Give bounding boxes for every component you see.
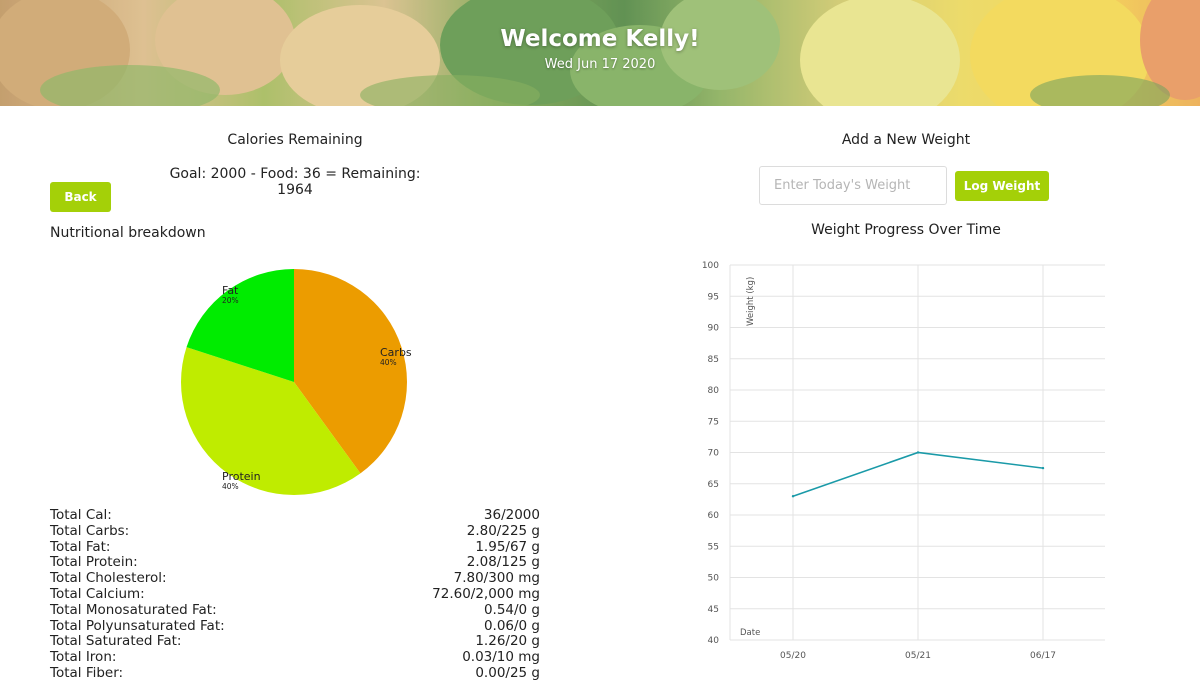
nutrition-value: 7.80/300 mg <box>453 570 540 587</box>
nutrition-value: 0.00/25 g <box>475 664 540 681</box>
pie-percent-protein: 40% <box>222 482 239 491</box>
x-tick-label: 05/21 <box>905 651 931 661</box>
banner-overlay <box>0 0 1200 106</box>
welcome-heading: Welcome Kelly! <box>500 26 700 52</box>
pie-slice-carbs <box>294 269 407 474</box>
y-tick-label: 40 <box>708 636 720 646</box>
nutrition-row: Total Fiber: 0.00/25 g <box>50 664 540 682</box>
x-tick-label: 06/17 <box>1030 651 1056 661</box>
nutrition-value: 0.03/10 mg <box>462 649 540 666</box>
nutrition-row: Total Calcium: 72.60/2,000 mg <box>50 585 540 603</box>
nutrition-label: Total Cholesterol: <box>50 570 167 587</box>
nutrition-value: 2.08/125 g <box>466 554 540 571</box>
y-tick-label: 45 <box>708 605 719 615</box>
nutrition-value: 72.60/2,000 mg <box>432 585 540 602</box>
weight-data-point <box>916 451 920 454</box>
y-tick-label: 80 <box>708 386 720 396</box>
nutrition-value: 1.95/67 g <box>475 538 540 555</box>
pie-percent-fat: 20% <box>222 296 239 305</box>
y-tick-label: 75 <box>708 417 719 427</box>
nutrition-row: Total Cholesterol: 7.80/300 mg <box>50 570 540 587</box>
y-tick-label: 55 <box>708 542 719 552</box>
pie-slice-fat <box>186 269 294 382</box>
nutrition-label: Total Fat: <box>50 538 111 555</box>
nutrition-row: Total Carbs: 2.80/225 g <box>50 522 540 540</box>
weight-input[interactable] <box>759 166 947 205</box>
y-tick-label: 100 <box>702 261 719 271</box>
pie-percent-carbs: 40% <box>380 358 397 367</box>
nutrition-label: Total Saturated Fat: <box>50 633 182 650</box>
nutrition-row: Total Fat: 1.95/67 g <box>50 538 540 556</box>
pie-label-protein: Protein <box>222 470 261 483</box>
y-tick-label: 85 <box>708 355 719 365</box>
nutrition-value: 0.54/0 g <box>483 601 540 618</box>
calories-remaining-title: Calories Remaining <box>227 132 363 148</box>
calories-summary: Goal: 2000 - Food: 36 = Remaining: 1964 <box>169 166 421 198</box>
vegetables-background-image <box>0 0 1200 106</box>
x-tick-label: 05/20 <box>780 651 806 661</box>
weight-data-point <box>791 495 795 498</box>
nutrition-label: Total Carbs: <box>50 522 130 539</box>
y-tick-label: 50 <box>708 574 720 584</box>
nutrition-label: Total Calcium: <box>50 585 145 602</box>
log-weight-button[interactable]: Log Weight <box>955 171 1049 201</box>
nutrition-value: 1.26/20 g <box>475 633 540 650</box>
nutrition-label: Total Fiber: <box>50 664 124 681</box>
current-date: Wed Jun 17 2020 <box>544 57 656 72</box>
pie-label-fat: Fat <box>222 284 239 297</box>
nutrition-row: Total Polyunsaturated Fat: 0.06/0 g <box>50 617 540 635</box>
nutrition-label: Total Protein: <box>50 554 138 571</box>
nutrition-value: 0.06/0 g <box>483 617 540 634</box>
y-tick-label: 60 <box>708 511 720 521</box>
add-weight-title: Add a New Weight <box>841 132 971 148</box>
weight-chart-title: Weight Progress Over Time <box>811 222 1001 238</box>
header-banner: Welcome Kelly! Wed Jun 17 2020 <box>0 0 1200 106</box>
nutritional-breakdown-title: Nutritional breakdown <box>50 225 206 241</box>
nutrition-value: 2.80/225 g <box>466 522 540 539</box>
y-tick-label: 65 <box>708 480 719 490</box>
nutrition-label: Total Iron: <box>50 649 117 666</box>
pie-label-carbs: Carbs <box>380 346 412 359</box>
weight-progress-chart: 100 95 90 85 80 75 70 65 60 55 50 45 40 05/20 05/21 06/… <box>702 261 1105 661</box>
nutrition-row: Total Saturated Fat: 1.26/20 g <box>50 634 540 650</box>
nutrition-row: Total Cal: 36/2000 <box>50 507 540 524</box>
weight-data-point <box>1041 466 1045 470</box>
nutrition-label: Total Monosaturated Fat: <box>50 601 217 618</box>
nutrition-value: 36/2000 <box>483 507 540 523</box>
pie-slice-protein <box>180 347 361 495</box>
nutrition-row: Total Iron: 0.03/10 mg <box>50 649 540 666</box>
y-tick-label: 95 <box>708 292 719 302</box>
y-tick-label: 90 <box>708 324 720 334</box>
nutrition-label: Total Cal: <box>50 507 112 523</box>
nutrition-row: Total Protein: 2.08/125 g <box>50 555 540 571</box>
x-axis-label: Date <box>740 628 760 638</box>
nutrition-row: Total Monosaturated Fat: 0.54/0 g <box>50 601 540 619</box>
y-axis-label: Weight (kg) <box>746 277 756 326</box>
y-tick-label: 70 <box>708 449 720 459</box>
nutrition-label: Total Polyunsaturated Fat: <box>50 617 225 634</box>
back-button[interactable]: Back <box>50 182 111 212</box>
